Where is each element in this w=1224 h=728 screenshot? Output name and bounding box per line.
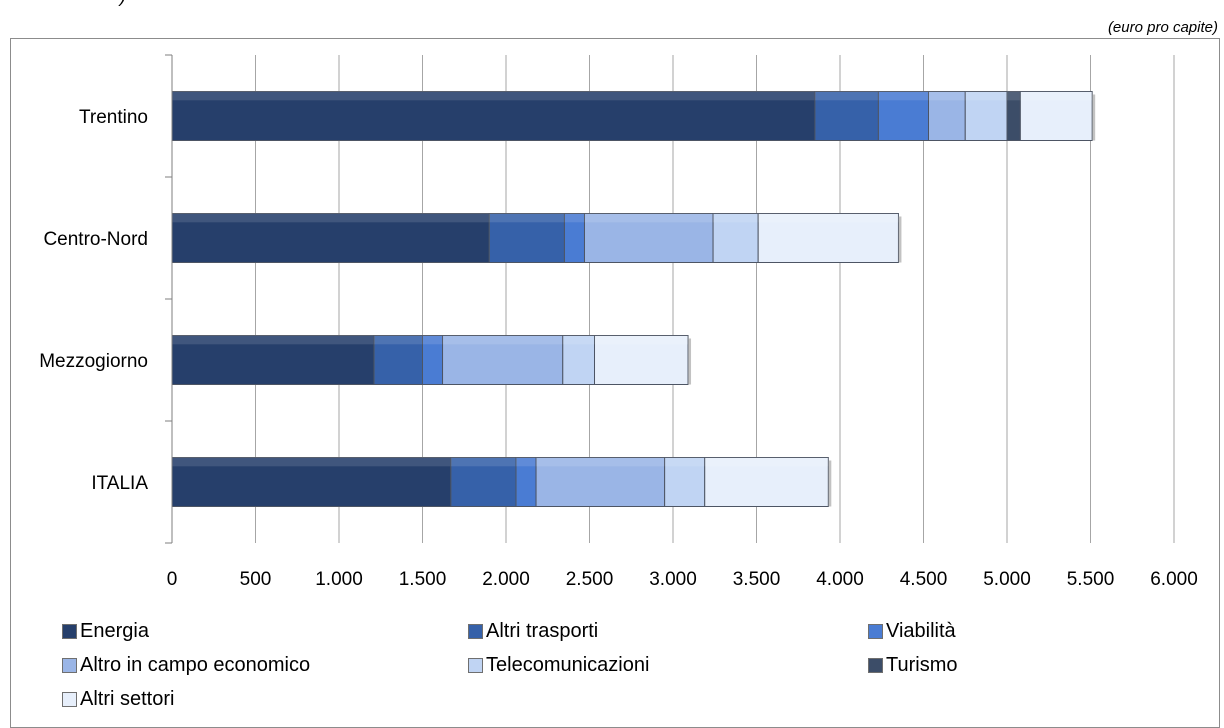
bar-segment-highlight — [562, 335, 595, 345]
bar-segment-highlight — [450, 457, 517, 467]
legend-item: Energia — [62, 620, 149, 643]
category-label: Mezzogiorno — [39, 351, 148, 372]
category-label: Trentino — [79, 107, 148, 128]
legend-item: Turismo — [868, 654, 957, 677]
bar-segment-highlight — [489, 213, 565, 223]
legend-swatch — [62, 658, 77, 673]
bar-segment — [562, 335, 596, 385]
bar-segment — [594, 335, 689, 385]
labels: 0 500 1.000 1.500 2.000 2.500 3.000 3.500 4.000 4… — [39, 107, 1198, 590]
bar-segment — [488, 213, 565, 263]
bar-shadow — [1092, 94, 1096, 141]
bar-segment-highlight — [374, 335, 423, 345]
category-label: ITALIA — [91, 473, 148, 494]
bar-segment-highlight — [713, 213, 759, 223]
bar-segment-highlight — [758, 213, 899, 223]
bar-segment — [171, 457, 452, 507]
bar-segment-highlight — [1020, 91, 1093, 101]
legend-item: Altri trasporti — [468, 620, 598, 643]
x-tick-label: 3.500 — [733, 569, 781, 590]
x-tick-label: 4.500 — [900, 569, 948, 590]
bars — [171, 91, 1096, 507]
legend-swatch — [62, 692, 77, 707]
legend-label: Altri settori — [80, 688, 175, 710]
x-tick-label: 2.000 — [482, 569, 530, 590]
legend-label: Altri trasporti — [486, 620, 599, 642]
bar-segment — [1019, 91, 1093, 141]
bar-segment — [877, 91, 930, 141]
bar-segment — [535, 457, 666, 507]
x-tick-label: 4.000 — [816, 569, 864, 590]
legend-label: Viabilità — [886, 620, 956, 642]
bar-segment-highlight — [172, 457, 451, 467]
legend-swatch — [62, 624, 77, 639]
legend-label: Turismo — [886, 654, 958, 676]
category-label: Centro-Nord — [43, 229, 148, 250]
bar-segment-highlight — [704, 457, 829, 467]
bar-segment — [171, 91, 816, 141]
bar-segment — [583, 213, 714, 263]
legend-swatch — [868, 658, 883, 673]
bar-segment-highlight — [878, 91, 929, 101]
bar-segment — [712, 213, 759, 263]
legend-item: Altri settori — [62, 688, 174, 711]
bar-segment — [171, 213, 490, 263]
bar-segment-highlight — [594, 335, 689, 345]
bar-segment-highlight — [422, 335, 443, 345]
bar-segment-highlight — [564, 213, 585, 223]
x-tick-label: 6.000 — [1150, 569, 1198, 590]
stacked-bar-chart: 0 500 1.000 1.500 2.000 2.500 3.000 3.500 4.000 4… — [39, 54, 1198, 590]
bar-segment-highlight — [584, 213, 714, 223]
legend-label: Telecomunicazioni — [486, 654, 650, 676]
bar-segment-highlight — [536, 457, 665, 467]
legend-label: Energia — [80, 620, 149, 642]
x-tick-label: 500 — [240, 569, 272, 590]
bar-segment-highlight — [516, 457, 537, 467]
bar-segment — [450, 457, 517, 507]
bar-segment — [928, 91, 966, 141]
bar-segment-highlight — [928, 91, 966, 101]
bar-segment-highlight — [664, 457, 705, 467]
x-tick-label: 3.000 — [649, 569, 697, 590]
bar-segment — [664, 457, 706, 507]
legend-item: Telecomunicazioni — [468, 654, 649, 677]
bar-segment-highlight — [965, 91, 1007, 101]
x-tick-label: 0 — [167, 569, 178, 590]
legend-item: Viabilità — [868, 620, 956, 643]
bar-segment-highlight — [172, 335, 375, 345]
x-tick-label: 1.500 — [399, 569, 447, 590]
legend-item: Altro in campo economico — [62, 654, 310, 677]
bar-shadow — [688, 338, 692, 385]
legend-swatch — [468, 658, 483, 673]
bar-segment — [704, 457, 829, 507]
bar-segment — [757, 213, 899, 263]
legend-swatch — [868, 624, 883, 639]
legend-swatch — [468, 624, 483, 639]
bar-segment-highlight — [814, 91, 879, 101]
header-fragment: ) — [120, 0, 126, 7]
x-tick-label: 5.500 — [1067, 569, 1115, 590]
bar-segment-highlight — [172, 213, 490, 223]
x-tick-label: 5.000 — [983, 569, 1031, 590]
axes — [165, 54, 173, 544]
bar-segment — [964, 91, 1008, 141]
bar-segment-highlight — [1007, 91, 1021, 101]
bar-segment-highlight — [172, 91, 815, 101]
x-tick-label: 1.000 — [315, 569, 363, 590]
x-tick-label: 2.500 — [566, 569, 614, 590]
bar-segment-highlight — [442, 335, 563, 345]
bar-shadow — [898, 216, 902, 263]
unit-note: (euro pro capite) — [1107, 19, 1218, 36]
bar-shadow — [828, 460, 832, 507]
legend-label: Altro in campo economico — [80, 654, 311, 676]
